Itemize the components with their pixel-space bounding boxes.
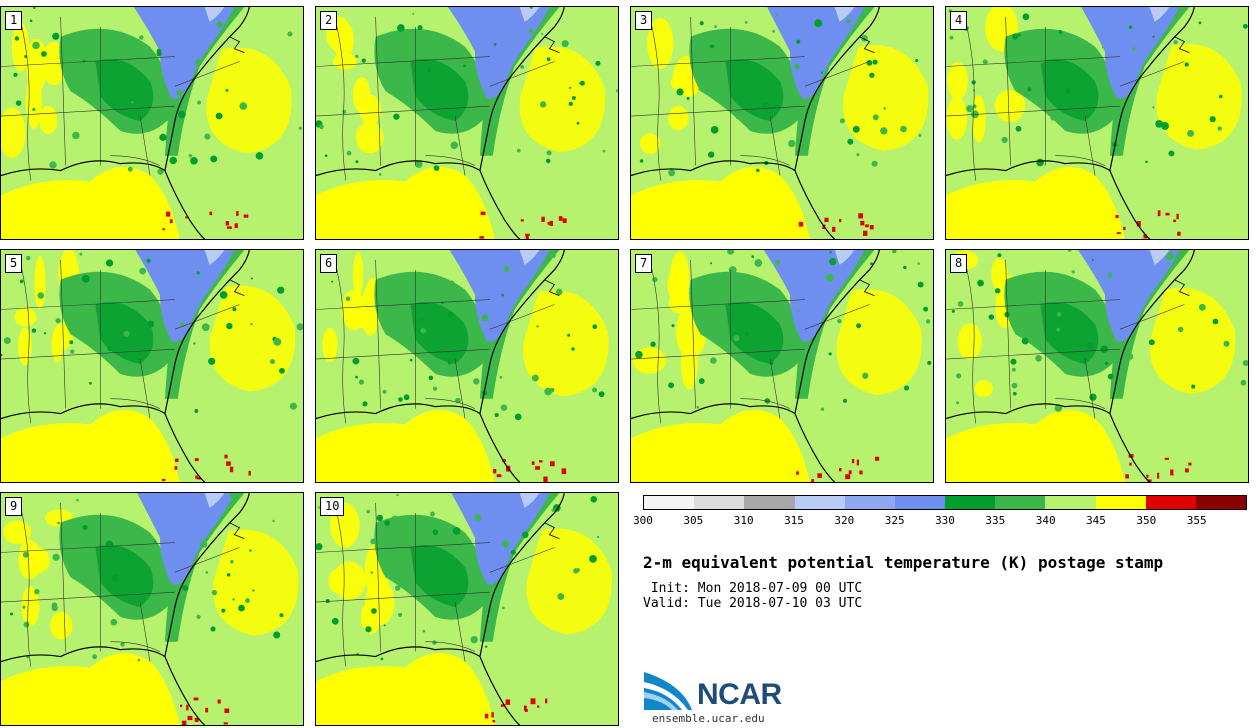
map-image bbox=[631, 7, 933, 239]
map-image bbox=[316, 493, 618, 725]
map-image bbox=[1, 250, 303, 482]
map-image bbox=[1, 493, 303, 725]
panel-number: 6 bbox=[320, 254, 338, 273]
map-image bbox=[946, 7, 1248, 239]
map-panel-5: 5 bbox=[0, 249, 304, 483]
colorbar-tick-label: 355 bbox=[1186, 514, 1207, 527]
colorbar-segment bbox=[844, 496, 895, 509]
colorbar-tick-label: 335 bbox=[985, 514, 1006, 527]
panel-number: 1 bbox=[5, 11, 23, 30]
map-image bbox=[316, 250, 618, 482]
colorbar-segment bbox=[1195, 496, 1247, 509]
colorbar-tick-label: 305 bbox=[683, 514, 704, 527]
colorbar-segment bbox=[894, 496, 946, 509]
map-image bbox=[946, 250, 1248, 482]
colorbar-tick-label: 315 bbox=[784, 514, 804, 527]
panel-number: 10 bbox=[320, 497, 345, 516]
panel-number: 5 bbox=[5, 254, 23, 273]
colorbar-tick-label: 310 bbox=[733, 514, 754, 527]
map-panel-7: 7 bbox=[630, 249, 934, 483]
colorbar-segment bbox=[794, 496, 845, 509]
colorbar-segment bbox=[694, 496, 745, 509]
map-image bbox=[316, 7, 618, 239]
ncar-logo: NCAR ensemble.ucar.edu bbox=[642, 670, 802, 726]
colorbar-tick-label: 340 bbox=[1035, 514, 1056, 527]
map-panel-8: 8 bbox=[945, 249, 1249, 483]
colorbar-segment bbox=[644, 496, 695, 509]
colorbar bbox=[643, 495, 1247, 510]
panel-number: 4 bbox=[950, 11, 968, 30]
colorbar-labels: 300 305 310 315 320 325 330 335 340 345 350 355 bbox=[633, 514, 1247, 528]
colorbar-tick-label: 330 bbox=[935, 514, 955, 527]
logo-url: ensemble.ucar.edu bbox=[652, 712, 765, 725]
colorbar-segment bbox=[744, 496, 795, 509]
colorbar-segment bbox=[1045, 496, 1096, 509]
colorbar-tick-label: 320 bbox=[834, 514, 855, 527]
ncar-swoosh-icon bbox=[644, 672, 692, 710]
logo-wordmark: NCAR bbox=[697, 678, 782, 711]
panel-number: 3 bbox=[635, 11, 653, 30]
colorbar-segment bbox=[945, 496, 996, 509]
colorbar-segment bbox=[1145, 496, 1196, 509]
map-panel-3: 3 bbox=[630, 6, 934, 240]
init-time: Init: Mon 2018-07-09 00 UTC bbox=[643, 581, 863, 596]
colorbar-tick-label: 345 bbox=[1086, 514, 1106, 527]
valid-time: Valid: Tue 2018-07-10 03 UTC bbox=[643, 596, 863, 611]
panel-number: 2 bbox=[320, 11, 338, 30]
map-panel-6: 6 bbox=[315, 249, 619, 483]
colorbar-tick-label: 350 bbox=[1136, 514, 1157, 527]
map-image bbox=[631, 250, 933, 482]
colorbar-segment bbox=[995, 496, 1046, 509]
map-image bbox=[1, 7, 303, 239]
map-panel-9: 9 bbox=[0, 492, 304, 726]
map-panel-4: 4 bbox=[945, 6, 1249, 240]
map-panel-10: 10 bbox=[315, 492, 619, 726]
panel-number: 9 bbox=[5, 497, 23, 516]
page-title: 2-m equivalent potential temperature (K)… bbox=[643, 553, 1164, 572]
colorbar-segment bbox=[1095, 496, 1146, 509]
panel-number: 8 bbox=[950, 254, 968, 273]
colorbar-tick-label: 300 bbox=[633, 514, 653, 527]
map-panel-2: 2 bbox=[315, 6, 619, 240]
colorbar-tick-label: 325 bbox=[884, 514, 905, 527]
panel-number: 7 bbox=[635, 254, 653, 273]
map-panel-1: 1 bbox=[0, 6, 304, 240]
